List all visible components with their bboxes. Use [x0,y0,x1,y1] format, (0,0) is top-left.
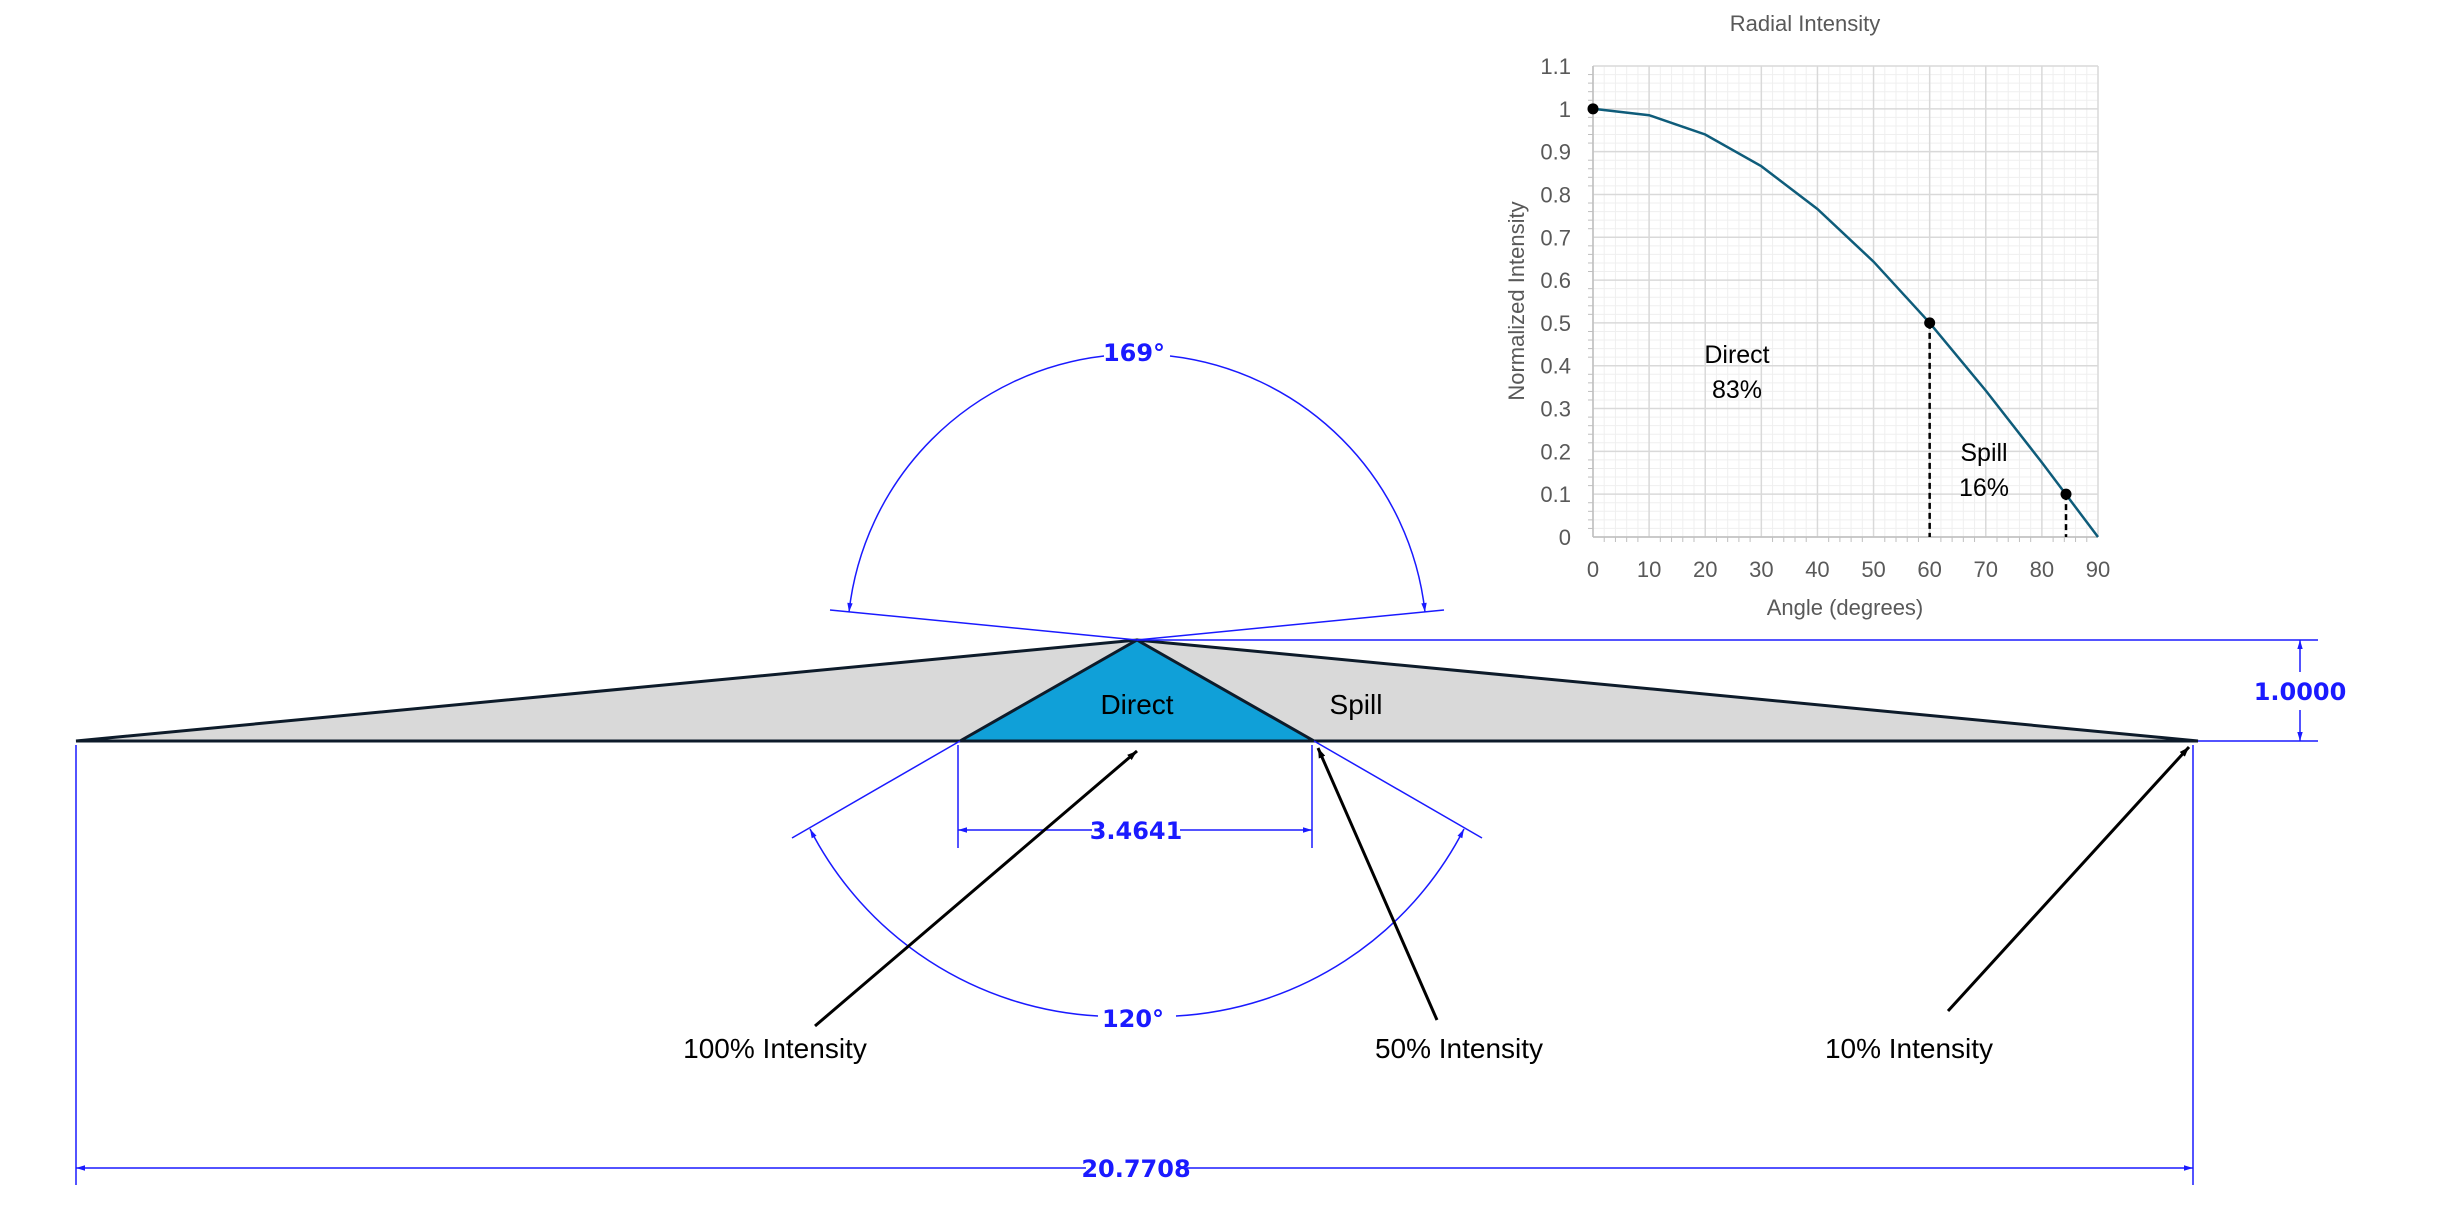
total-width-dimension-value: 20.7708 [1081,1155,1190,1183]
chart-grid [1592,65,2099,538]
y-tick-label: 1 [1559,97,1571,122]
callout-100-arrow [814,749,1138,1028]
bottom-angle-dimension [791,740,1483,1017]
y-tick-label: 0.2 [1540,439,1571,464]
chart-ylabel: Normalized Intensity [1504,201,1529,400]
callout-50-arrow [1316,747,1439,1021]
direct-width-dimension [957,745,1313,848]
x-tick-label: 90 [2086,557,2110,582]
x-tick-label: 20 [1693,557,1717,582]
data-point [2060,488,2072,500]
y-tick-label: 0.4 [1540,354,1571,379]
radial-intensity-chart: Radial Intensity 0 10 20 30 40 50 60 70 80 90 0 0.1… [1504,11,2110,620]
spill-label: Spill [1330,689,1383,720]
height-dimension-value: 1.0000 [2254,678,2347,706]
y-tick-label: 0.6 [1540,268,1571,293]
chart-annotation-spill: Spill [1960,439,2007,467]
x-tick-label: 40 [1805,557,1829,582]
top-angle-value: 169° [1103,339,1165,367]
total-width-dimension [75,745,2194,1185]
x-tick-label: 10 [1637,557,1661,582]
y-tick-label: 0.7 [1540,225,1571,250]
chart-annotation-spill-pct: 16% [1959,474,2009,502]
y-tick-label: 0 [1559,525,1571,550]
y-tick-label: 0.8 [1540,182,1571,207]
chart-ticks: 0 10 20 30 40 50 60 70 80 90 0 0.1 0.2 0.3 0.4 0.5 0.6 0.… [1540,54,2110,582]
y-tick-label: 0.1 [1540,482,1571,507]
chart-annotation-direct: Direct [1704,341,1769,369]
callout-50-label: 50% Intensity [1375,1033,1543,1064]
chart-droplines [1928,322,2068,537]
chart-markers [1587,103,2072,500]
data-point [1924,317,1936,329]
bottom-angle-value: 120° [1102,1005,1164,1033]
chart-xlabel: Angle (degrees) [1767,595,1924,620]
direct-width-dimension-value: 3.4641 [1090,817,1183,845]
data-point [1587,103,1599,115]
x-tick-label: 60 [1917,557,1941,582]
y-tick-label: 0.9 [1540,140,1571,165]
y-tick-label: 1.1 [1540,54,1571,79]
x-tick-label: 0 [1587,557,1599,582]
top-angle-dimension [829,355,1445,641]
callout-100-label: 100% Intensity [683,1033,867,1064]
callout-10-label: 10% Intensity [1825,1033,1993,1064]
chart-annotation-direct-pct: 83% [1712,376,1762,404]
y-tick-label: 0.3 [1540,397,1571,422]
y-tick-label: 0.5 [1540,311,1571,336]
x-tick-label: 70 [1974,557,1998,582]
height-dimension [1137,639,2318,742]
chart-title: Radial Intensity [1730,11,1880,36]
x-tick-label: 50 [1861,557,1885,582]
callout-10-arrow [1946,745,2191,1013]
x-tick-label: 30 [1749,557,1773,582]
intensity-series-line [1592,107,2099,538]
x-tick-label: 80 [2030,557,2054,582]
direct-label: Direct [1100,689,1173,720]
